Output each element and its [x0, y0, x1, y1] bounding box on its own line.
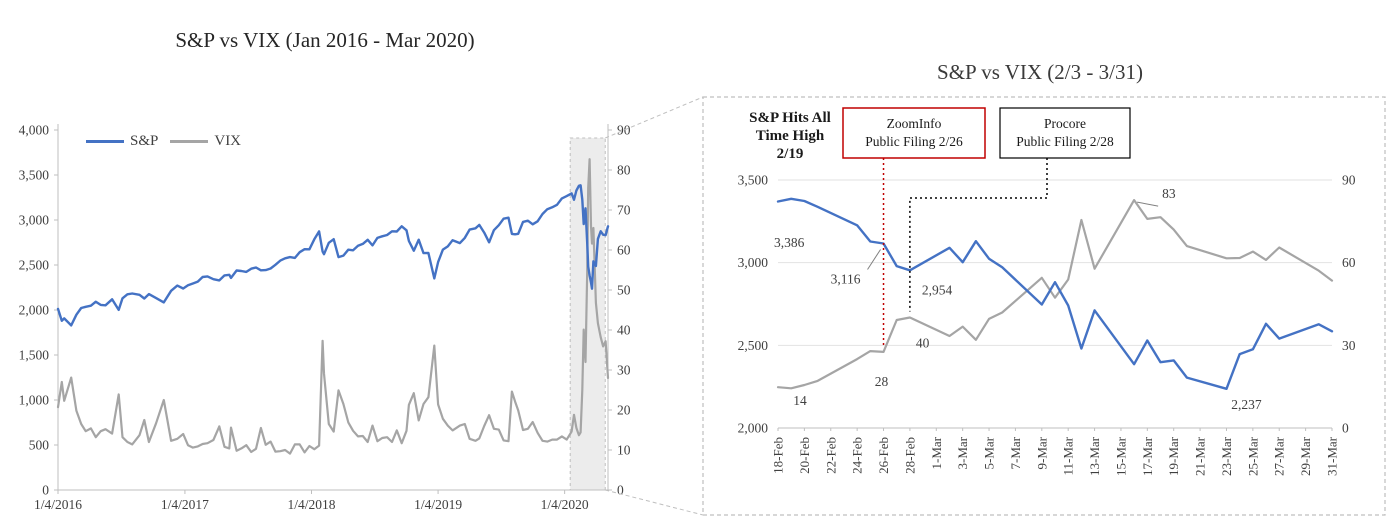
x-axis-label: 1/4/2019: [414, 497, 462, 512]
x-axis-label: 27-Mar: [1272, 436, 1287, 476]
left-chart-title: S&P vs VIX (Jan 2016 - Mar 2020): [175, 28, 475, 52]
data-label: 83: [1162, 186, 1176, 201]
y-axis-right-label: 60: [1342, 255, 1356, 270]
vix-line-swatch: [170, 140, 209, 143]
x-axis-label: 15-Mar: [1113, 436, 1128, 476]
vix-line-zoom: [776, 199, 1334, 390]
zoom-connector-top: [605, 96, 704, 139]
sp-line: [56, 184, 610, 327]
data-label: 2,237: [1231, 397, 1262, 412]
x-axis-label: 7-Mar: [1008, 436, 1023, 469]
zoominfo-event-text: ZoomInfo: [887, 116, 942, 131]
data-label: 14: [793, 393, 807, 408]
y-axis-left-label: 3,500: [738, 173, 769, 188]
y-axis-right-label: 0: [617, 483, 624, 498]
y-axis-right-label: 60: [617, 243, 631, 258]
y-axis-left-label: 2,500: [738, 338, 769, 353]
zoominfo-event-text: Public Filing 2/26: [865, 134, 963, 149]
y-axis-right-label: 90: [617, 123, 631, 138]
y-axis-left-label: 4,000: [19, 123, 50, 138]
data-label: 28: [875, 374, 889, 389]
y-axis-right-label: 0: [1342, 421, 1349, 436]
y-axis-left-label: 3,000: [738, 255, 769, 270]
zoominfo-event-box: [842, 107, 986, 159]
vix-legend-label: VIX: [214, 133, 242, 149]
procore-callout-line: [909, 158, 1048, 312]
x-axis-label: 25-Mar: [1245, 436, 1260, 476]
x-axis-label: 9-Mar: [1034, 436, 1049, 469]
y-axis-left-label: 2,000: [19, 303, 50, 318]
data-label: 3,116: [831, 271, 861, 286]
procore-event-box: [999, 107, 1131, 159]
right-chart-title: S&P vs VIX (2/3 - 3/31): [937, 60, 1143, 84]
sp-legend-label: S&P: [130, 133, 159, 149]
legend-item-vix: VIX: [170, 133, 241, 150]
procore-event-text: Public Filing 2/28: [1016, 134, 1114, 149]
x-axis-label: 1/4/2018: [287, 497, 335, 512]
x-axis-label: 1/4/2016: [34, 497, 82, 512]
x-axis-label: 11-Mar: [1061, 436, 1076, 475]
left-chart-legend: S&P VIX: [86, 133, 241, 150]
ath-note-line: S&P Hits All: [749, 110, 831, 126]
y-axis-left-label: 1,500: [19, 348, 50, 363]
x-axis-label: 18-Feb: [771, 437, 786, 474]
legend-item-sp: S&P: [86, 133, 158, 150]
left-chart: 0 500 1,000 1,500 2,000 2,500 3,000 3,500 4,000 0…: [19, 123, 631, 513]
x-axis-label: 23-Mar: [1219, 436, 1234, 476]
data-label: 40: [916, 336, 930, 351]
y-axis-left-label: 500: [29, 438, 50, 453]
x-axis-label: 22-Feb: [823, 437, 838, 474]
y-axis-left-label: 1,000: [19, 393, 50, 408]
x-axis-label: 1/4/2020: [541, 497, 589, 512]
x-axis-label: 13-Mar: [1087, 436, 1102, 476]
data-label: 3,386: [774, 235, 805, 250]
y-axis-right-label: 30: [1342, 338, 1356, 353]
vix-line: [56, 158, 610, 455]
data-label-leader-line: [1137, 201, 1159, 207]
x-axis-label: 29-Mar: [1298, 436, 1313, 476]
x-axis-label: 5-Mar: [982, 436, 997, 469]
y-axis-left-label: 2,000: [738, 421, 769, 436]
y-axis-right-label: 70: [617, 203, 631, 218]
x-axis-label: 17-Mar: [1140, 436, 1155, 476]
procore-event-text: Procore: [1044, 116, 1086, 131]
y-axis-right-label: 50: [617, 283, 631, 298]
zoom-panel-border: [702, 96, 1386, 516]
y-axis-left-label: 3,000: [19, 213, 50, 228]
sp-line-zoom: [776, 197, 1334, 390]
y-axis-right-label: 10: [617, 443, 631, 458]
data-label: 2,954: [922, 282, 953, 297]
x-axis-label: 19-Mar: [1166, 436, 1181, 476]
x-axis-label: 1/4/2017: [161, 497, 209, 512]
zoom-connector-bottom: [605, 489, 704, 516]
y-axis-right-label: 40: [617, 323, 631, 338]
x-axis-label: 26-Feb: [876, 437, 891, 474]
data-label-leader-line: [867, 249, 881, 270]
y-axis-left-label: 2,500: [19, 258, 50, 273]
x-axis-label: 31-Mar: [1325, 436, 1340, 476]
x-axis-label: 20-Feb: [797, 437, 812, 474]
y-axis-right-label: 30: [617, 363, 631, 378]
ath-note-line: 2/19: [777, 146, 804, 162]
x-axis-label: 3-Mar: [955, 436, 970, 469]
sp-line-swatch: [86, 140, 124, 143]
y-axis-right-label: 20: [617, 403, 631, 418]
x-axis-label: 21-Mar: [1193, 436, 1208, 476]
x-axis-label: 28-Feb: [902, 437, 917, 474]
y-axis-left-label: 3,500: [19, 168, 50, 183]
x-axis-label: 24-Feb: [850, 437, 865, 474]
right-chart: 2,000 2,500 3,000 3,500 0 30 60 90 18-Feb 20-Feb 2…: [702, 96, 1386, 516]
x-axis-label: 1-Mar: [929, 436, 944, 469]
y-axis-right-label: 80: [617, 163, 631, 178]
y-axis-right-label: 90: [1342, 173, 1356, 188]
ath-note-line: Time High: [756, 128, 825, 144]
y-axis-left-label: 0: [42, 483, 49, 498]
